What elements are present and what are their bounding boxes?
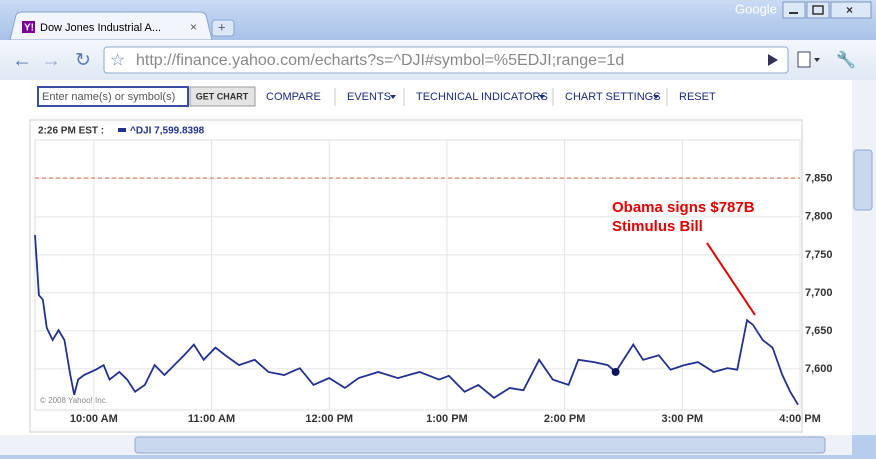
url[interactable]: http://finance.yahoo.com/echarts?s=^DJI#…: [136, 52, 624, 69]
tab-favicon: [22, 21, 35, 33]
new-tab-plus: +: [218, 19, 226, 34]
x-tick-label: 10:00 AM: [70, 413, 118, 425]
x-tick-label: 2:00 PM: [544, 413, 586, 425]
header-time: 2:26 PM EST :: [38, 126, 104, 137]
tab[interactable]: [9, 11, 213, 41]
reload[interactable]: ↻: [75, 50, 91, 71]
close[interactable]: [830, 1, 872, 19]
menu-item[interactable]: RESET: [679, 91, 716, 103]
x-tick-label: 1:00 PM: [426, 413, 468, 425]
maximize[interactable]: [806, 1, 830, 19]
annotation-pointer: [706, 242, 756, 316]
y-tick-label: 7,700: [805, 287, 833, 299]
scroll-thumb[interactable]: [853, 149, 873, 211]
wrench-menu[interactable]: 🔧: [836, 50, 856, 69]
symbol-placeholder: Enter name(s) or symbol(s): [42, 91, 175, 103]
vertical-scrollbar[interactable]: [852, 80, 876, 435]
menu-item[interactable]: TECHNICAL INDICATORS: [416, 91, 548, 103]
svg-text:×: ×: [846, 3, 853, 17]
star[interactable]: ☆: [110, 50, 125, 69]
menu-item[interactable]: CHART SETTINGS: [565, 91, 661, 103]
header-quote: ^DJI 7,599.8398: [130, 126, 205, 137]
x-tick-label: 12:00 PM: [305, 413, 353, 425]
back[interactable]: ←: [12, 49, 32, 71]
current-marker: [611, 367, 620, 376]
copyright: © 2008 Yahoo! Inc.: [40, 396, 108, 405]
chart-frame: [29, 119, 803, 433]
get-chart-label: GET CHART: [196, 91, 249, 101]
go[interactable]: [768, 54, 778, 66]
menu-item[interactable]: EVENTS: [347, 91, 391, 103]
y-tick-label: 7,650: [805, 325, 833, 337]
y-tick-label: 7,750: [805, 249, 833, 261]
price-line: [34, 235, 799, 406]
y-tick-label: 7,800: [805, 211, 833, 223]
minimize[interactable]: [782, 1, 806, 19]
annotation: Stimulus Bill: [612, 218, 703, 235]
favicon-letter: Y!: [24, 23, 34, 34]
x-tick-label: 3:00 PM: [662, 413, 704, 425]
y-tick-label: 7,600: [805, 363, 833, 375]
tab-close[interactable]: ×: [190, 20, 197, 34]
menu-item[interactable]: COMPARE: [266, 91, 321, 103]
page-menu[interactable]: [797, 51, 811, 68]
hscroll-thumb[interactable]: [134, 436, 826, 454]
symbol-input[interactable]: [37, 86, 189, 107]
get-chart-button[interactable]: [189, 86, 256, 107]
annotation: Obama signs $787B: [612, 199, 755, 216]
new-tab[interactable]: [211, 19, 235, 37]
forward[interactable]: →: [41, 49, 61, 71]
brand: Google: [735, 1, 777, 16]
x-tick-label: 11:00 AM: [188, 413, 235, 425]
omnibox[interactable]: [103, 46, 789, 74]
y-tick-label: 7,850: [805, 173, 833, 185]
tab-title[interactable]: Dow Jones Industrial A...: [40, 22, 161, 34]
x-tick-label: 4:00 PM: [779, 413, 821, 425]
